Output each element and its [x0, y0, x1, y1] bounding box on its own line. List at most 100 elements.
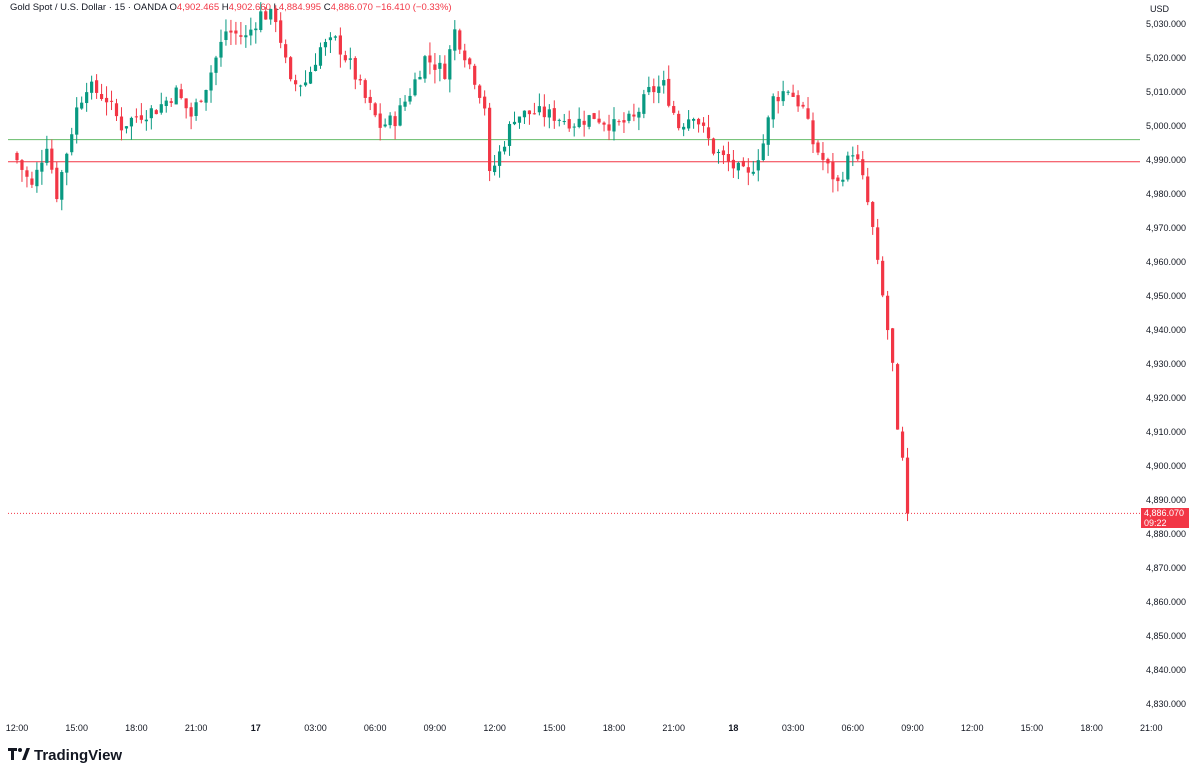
- candle-body: [473, 65, 477, 85]
- candle-body: [667, 78, 671, 106]
- candle-body: [527, 110, 532, 115]
- candle-body: [696, 118, 701, 125]
- y-tick-label: 5,020.000: [1146, 53, 1186, 63]
- candle-body: [174, 87, 178, 105]
- candle-body: [662, 80, 666, 86]
- candle-body: [706, 127, 711, 139]
- candle-body: [189, 107, 193, 117]
- candle-body: [602, 122, 606, 125]
- candle-body: [259, 11, 263, 31]
- candle-body: [303, 82, 308, 86]
- candle-body: [587, 115, 591, 127]
- candle-body: [294, 80, 298, 85]
- candle-body: [731, 159, 735, 169]
- candle-body: [856, 154, 860, 160]
- candle-body: [363, 80, 367, 98]
- candle-body: [562, 121, 566, 123]
- candle-body: [453, 29, 457, 51]
- high-label: H: [221, 2, 229, 13]
- candle-body: [866, 176, 870, 203]
- candle-body: [353, 58, 357, 80]
- x-tick-label: 15:00: [65, 723, 88, 733]
- candle-body: [652, 86, 656, 93]
- candle-body: [657, 86, 661, 93]
- candle-body: [45, 148, 49, 163]
- candle-body: [80, 102, 84, 109]
- candle-body: [60, 172, 64, 200]
- candle-body: [736, 162, 740, 171]
- candle-body: [144, 119, 148, 122]
- candle-body: [806, 108, 810, 119]
- candle-body: [756, 160, 760, 171]
- candle-body: [249, 29, 253, 36]
- candle-body: [388, 115, 392, 126]
- x-tick-label: 12:00: [6, 723, 29, 733]
- candle-body: [497, 151, 502, 166]
- price-axis: 5,030.000 5,020.000 5,010.000 5,000.000 4,99…: [1146, 19, 1186, 709]
- candle-body: [582, 120, 586, 125]
- candle-body: [711, 138, 716, 154]
- candle-body: [821, 152, 825, 160]
- candle-body: [881, 260, 885, 296]
- candle-body: [557, 119, 561, 121]
- candle-body: [871, 202, 875, 227]
- candle-body: [154, 110, 158, 115]
- candle-body: [542, 106, 546, 118]
- candle-body: [159, 104, 163, 113]
- candle-body: [219, 41, 223, 58]
- open-value: 4,902.465: [176, 2, 220, 13]
- candle-body: [512, 121, 517, 125]
- candle-body: [214, 57, 218, 73]
- y-tick-label: 5,010.000: [1146, 87, 1186, 97]
- candle-body: [184, 98, 188, 109]
- x-tick-label: 06:00: [842, 723, 865, 733]
- candle-body: [95, 80, 99, 93]
- x-tick-label: 03:00: [782, 723, 805, 733]
- high-value: 4,902.660: [228, 2, 271, 13]
- y-tick-label: 4,900.000: [1146, 461, 1186, 471]
- candle-body: [25, 170, 29, 177]
- candle-body: [846, 155, 850, 180]
- candle-body: [328, 37, 333, 41]
- candle-body: [502, 146, 507, 152]
- candle-body: [791, 92, 795, 97]
- candle-body: [632, 114, 636, 117]
- candle-body: [796, 95, 800, 107]
- x-tick-label: 17: [251, 723, 261, 733]
- candle-body: [254, 28, 258, 31]
- candle-body: [622, 120, 626, 123]
- candles: [15, 2, 910, 522]
- x-tick-label: 18: [728, 723, 738, 733]
- candle-body: [781, 91, 785, 102]
- candle-body: [65, 153, 69, 173]
- candle-body: [751, 171, 755, 174]
- candle-body: [298, 85, 303, 87]
- candle-body: [348, 58, 352, 60]
- candle-body: [75, 107, 79, 135]
- candle-body: [99, 94, 104, 100]
- candle-body: [129, 117, 134, 127]
- x-tick-label: 18:00: [1080, 723, 1103, 733]
- candle-body: [20, 160, 24, 170]
- candle-body: [895, 364, 900, 430]
- candle-body: [433, 64, 437, 70]
- candle-body: [338, 35, 342, 55]
- candle-body: [383, 124, 387, 127]
- x-tick-label: 03:00: [304, 723, 327, 733]
- candle-body: [766, 117, 770, 145]
- time-axis: 12:00 15:00 18:00 21:00 17 03:00 06:00 09:00 12:…: [6, 723, 1163, 733]
- candle-body: [701, 122, 706, 126]
- candle-body: [627, 113, 631, 121]
- candle-body: [612, 119, 616, 132]
- candle-body: [378, 113, 382, 128]
- close-label: C: [323, 2, 331, 13]
- candle-body: [682, 126, 686, 130]
- candle-body: [244, 35, 248, 38]
- candle-body: [104, 97, 109, 103]
- y-tick-label: 4,920.000: [1146, 393, 1186, 403]
- candle-body: [483, 96, 487, 109]
- brand[interactable]: TradingView: [8, 747, 122, 764]
- x-tick-label: 21:00: [185, 723, 208, 733]
- countdown-timer: 09:22: [1144, 518, 1167, 528]
